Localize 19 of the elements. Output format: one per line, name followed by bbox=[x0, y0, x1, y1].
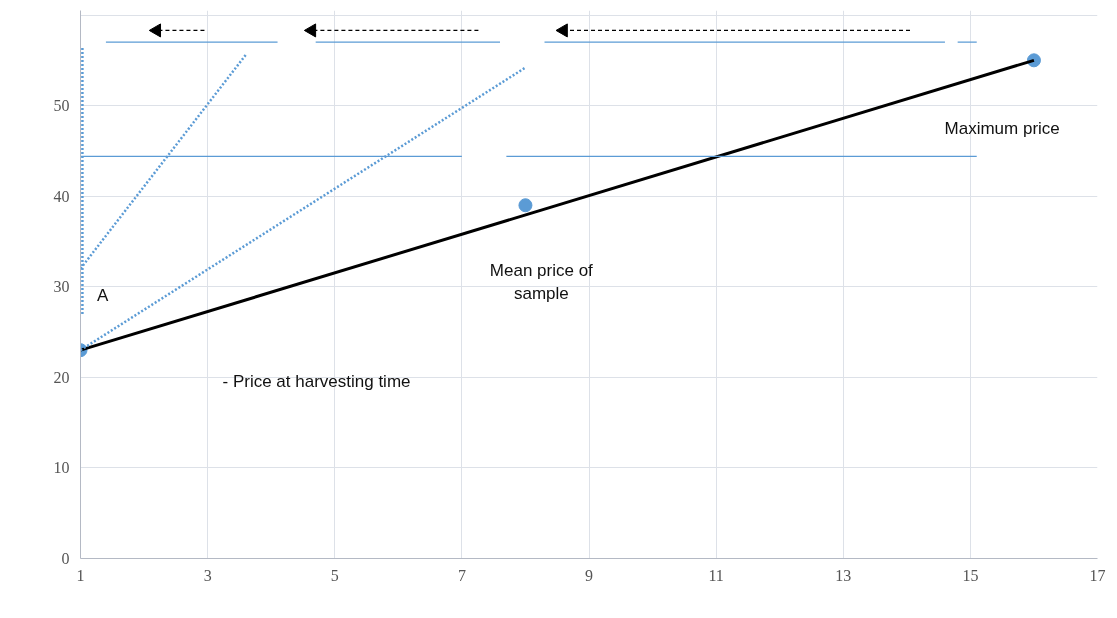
x-tick-label: 3 bbox=[203, 566, 212, 584]
x-tick-label: 13 bbox=[835, 566, 852, 584]
x-tick-label: 17 bbox=[1089, 566, 1106, 584]
annotation: Maximum price bbox=[944, 118, 1060, 138]
y-tick-label: 40 bbox=[53, 187, 70, 205]
x-tick-label: 7 bbox=[457, 566, 466, 584]
x-tick-label: 1 bbox=[76, 566, 85, 584]
x-tick-label: 11 bbox=[708, 566, 724, 584]
y-tick-label: 0 bbox=[61, 550, 70, 567]
y-tick-label: 50 bbox=[53, 97, 70, 115]
annotation: - Price at harvesting time bbox=[222, 372, 411, 392]
annotation: A bbox=[97, 286, 110, 306]
x-tick-label: 5 bbox=[330, 566, 339, 584]
x-tick-label: 9 bbox=[585, 566, 593, 584]
x-tick-label: 15 bbox=[962, 566, 979, 584]
y-tick-label: 10 bbox=[53, 459, 70, 477]
y-tick-label: 20 bbox=[53, 368, 70, 386]
annotation: Mean price of sample bbox=[489, 261, 594, 304]
y-tick-label: 30 bbox=[53, 278, 70, 296]
